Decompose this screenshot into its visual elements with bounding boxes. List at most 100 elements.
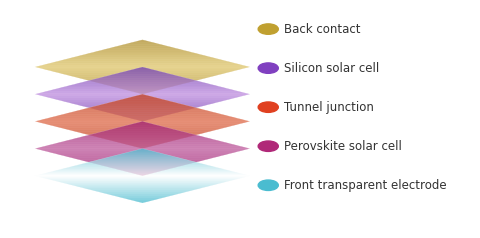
Polygon shape (140, 121, 145, 122)
Polygon shape (126, 144, 158, 145)
Polygon shape (59, 73, 226, 74)
Polygon shape (94, 51, 191, 52)
Polygon shape (64, 140, 220, 141)
Polygon shape (70, 103, 215, 104)
Polygon shape (108, 75, 178, 76)
Polygon shape (105, 112, 180, 113)
Polygon shape (113, 128, 172, 129)
Polygon shape (64, 74, 220, 75)
Polygon shape (43, 173, 242, 174)
Polygon shape (78, 105, 207, 106)
Polygon shape (137, 149, 148, 150)
Polygon shape (140, 175, 145, 176)
Polygon shape (105, 139, 180, 140)
Polygon shape (86, 108, 199, 109)
Polygon shape (129, 172, 156, 173)
Polygon shape (59, 114, 226, 115)
Polygon shape (38, 120, 247, 121)
Polygon shape (62, 168, 223, 169)
Polygon shape (134, 150, 151, 151)
Text: Silicon solar cell: Silicon solar cell (284, 62, 380, 75)
Polygon shape (121, 126, 164, 127)
Polygon shape (62, 155, 223, 156)
Polygon shape (134, 68, 151, 69)
Circle shape (258, 63, 278, 73)
Polygon shape (59, 182, 226, 183)
Polygon shape (89, 107, 196, 108)
Polygon shape (40, 123, 245, 124)
Polygon shape (38, 122, 247, 123)
Polygon shape (57, 154, 228, 155)
Polygon shape (46, 97, 239, 98)
Polygon shape (89, 162, 196, 163)
Polygon shape (72, 111, 212, 112)
Polygon shape (97, 105, 188, 106)
Circle shape (258, 180, 278, 190)
Polygon shape (108, 129, 178, 130)
Polygon shape (118, 45, 167, 46)
Polygon shape (67, 184, 218, 185)
Polygon shape (81, 187, 204, 188)
Polygon shape (97, 159, 188, 160)
Polygon shape (75, 186, 210, 187)
Polygon shape (116, 142, 169, 143)
Polygon shape (134, 119, 151, 120)
Polygon shape (97, 137, 188, 138)
Polygon shape (124, 98, 161, 99)
Polygon shape (67, 129, 218, 130)
Polygon shape (46, 118, 239, 119)
Polygon shape (121, 153, 164, 154)
Polygon shape (113, 101, 172, 102)
Polygon shape (124, 198, 161, 199)
Polygon shape (64, 59, 220, 60)
Polygon shape (51, 180, 234, 181)
Polygon shape (40, 95, 245, 96)
Polygon shape (78, 137, 207, 138)
Polygon shape (75, 110, 210, 111)
Polygon shape (64, 156, 220, 157)
Polygon shape (124, 44, 161, 45)
Polygon shape (137, 120, 148, 121)
Polygon shape (126, 117, 158, 118)
Polygon shape (86, 134, 199, 135)
Polygon shape (140, 67, 145, 68)
Polygon shape (105, 130, 180, 131)
Polygon shape (118, 99, 167, 100)
Polygon shape (137, 93, 148, 94)
Polygon shape (102, 111, 183, 112)
Polygon shape (35, 148, 250, 149)
Polygon shape (72, 185, 212, 186)
Polygon shape (110, 113, 175, 114)
Polygon shape (132, 200, 153, 201)
Polygon shape (43, 96, 242, 97)
Polygon shape (59, 87, 226, 88)
Polygon shape (108, 85, 178, 86)
Polygon shape (110, 156, 175, 157)
Polygon shape (116, 169, 169, 170)
Polygon shape (59, 60, 226, 61)
Polygon shape (40, 150, 245, 151)
Polygon shape (59, 169, 226, 170)
Polygon shape (134, 123, 151, 124)
Polygon shape (124, 125, 161, 126)
Polygon shape (59, 142, 226, 143)
Polygon shape (118, 72, 167, 73)
Polygon shape (126, 43, 158, 44)
Polygon shape (91, 161, 193, 162)
Polygon shape (116, 114, 169, 115)
Polygon shape (51, 125, 234, 126)
Polygon shape (129, 97, 156, 98)
Polygon shape (78, 78, 207, 79)
Polygon shape (134, 95, 151, 96)
Polygon shape (48, 179, 237, 180)
Polygon shape (54, 153, 231, 154)
Polygon shape (89, 80, 196, 81)
Polygon shape (116, 73, 169, 74)
Polygon shape (84, 163, 202, 164)
Polygon shape (121, 170, 164, 171)
Polygon shape (134, 92, 151, 93)
Polygon shape (116, 100, 169, 101)
Polygon shape (108, 48, 178, 49)
Polygon shape (113, 195, 172, 196)
Polygon shape (48, 63, 237, 64)
